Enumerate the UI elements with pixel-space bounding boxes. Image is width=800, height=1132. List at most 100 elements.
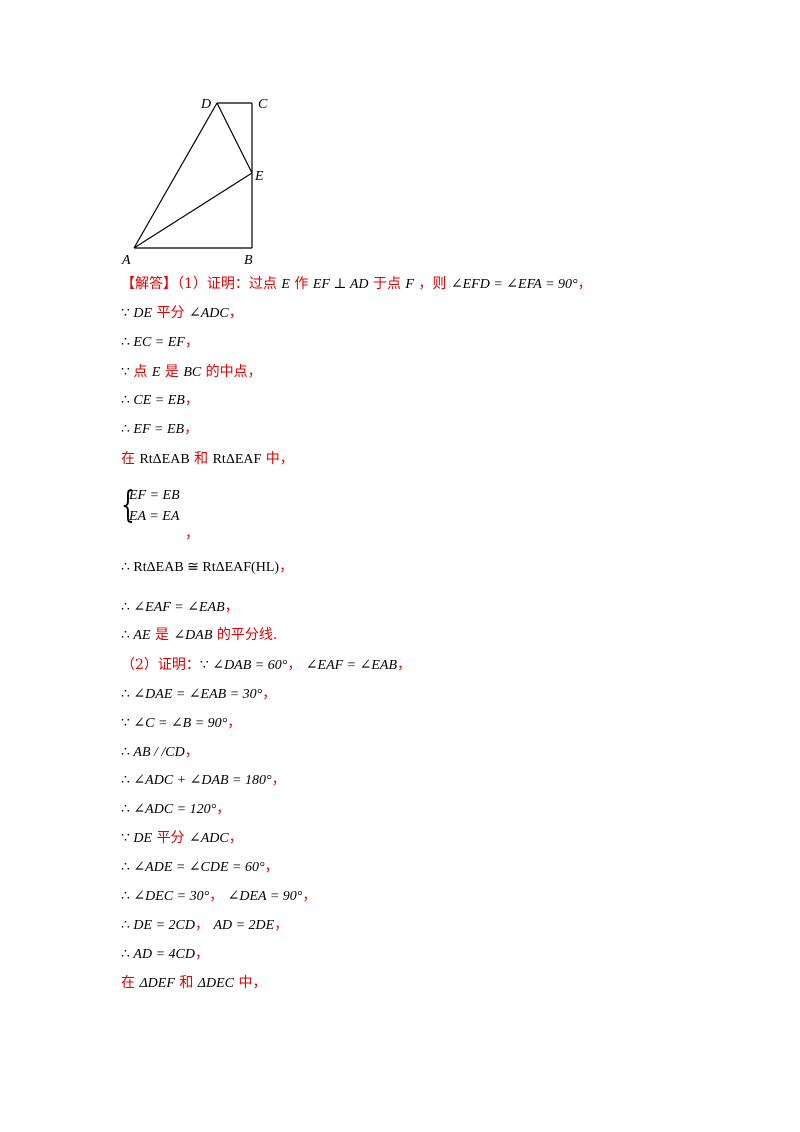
line-8-part-1: ，	[185, 526, 199, 542]
system-equation-1: EF = EB	[129, 488, 180, 503]
solution-line-10: ∴ ∠EAF = ∠EAB，	[121, 597, 239, 618]
line-16-part-3: ，	[271, 772, 286, 788]
line-15-part-2: AB / /CD	[133, 745, 185, 760]
line-12-part-5: ∠EAF = ∠EAB	[305, 658, 398, 673]
label-c: C	[258, 97, 268, 112]
line-6-part-2: EF = EB	[133, 422, 185, 437]
line-1-part-9: ∠EFD = ∠EFA = 90°	[450, 277, 578, 292]
line-13-part-2: ∠DAE = ∠EAB = 30°	[133, 687, 263, 702]
line-22-part-3: ，	[194, 946, 209, 962]
segment-da	[133, 102, 218, 249]
line-14-part-2: ∠C = ∠B = 90°	[133, 716, 228, 731]
line-7-part-2: RtΔEAB	[139, 452, 190, 467]
label-e: E	[254, 169, 264, 184]
line-17-part-2: ∠ADC = 120°	[133, 802, 217, 817]
line-18-part-4: ∠ADC	[189, 831, 229, 846]
solution-line-1: 【解答】（1）证明：过点 E 作 EF ⊥ AD 于点 F ，则 ∠EFD = …	[121, 274, 592, 295]
line-1-part-6: 于点	[368, 276, 406, 292]
line-20-part-4: ∠DEA = 90°	[227, 889, 303, 904]
line-7-part-1: 在	[121, 451, 140, 467]
line-7-part-4: RtΔEAF	[212, 452, 262, 467]
line-23-part-5: 中，	[234, 975, 267, 991]
line-21-part-4: AD = 2DE	[213, 918, 275, 933]
line-4-part-2: 点	[133, 364, 152, 380]
solution-line-15: ∴ AB / /CD，	[121, 742, 199, 763]
line-6-part-1: ∴	[121, 422, 134, 437]
line-18-part-5: ，	[228, 830, 243, 846]
line-16-part-1: ∴	[121, 773, 134, 788]
line-9-part-1: ∴	[121, 560, 134, 575]
line-20-part-1: ∴	[121, 889, 134, 904]
line-15-part-1: ∴	[121, 745, 134, 760]
line-17-part-1: ∴	[121, 802, 134, 817]
solution-line-6: ∴ EF = EB，	[121, 419, 198, 440]
line-23-part-1: 在	[121, 975, 140, 991]
line-21-part-1: ∴	[121, 918, 134, 933]
line-11-part-5: 的平分线.	[212, 627, 278, 643]
solution-line-3: ∴ EC = EF，	[121, 332, 199, 353]
solution-line-22: ∴ AD = 4CD，	[121, 944, 209, 965]
label-d: D	[200, 97, 211, 112]
brace-symbol: {	[121, 485, 135, 526]
solution-line-13: ∴ ∠DAE = ∠EAB = 30°，	[121, 684, 276, 705]
segment-ae	[133, 172, 253, 249]
line-2-part-3: 平分	[152, 305, 189, 321]
line-4-part-3: E	[151, 365, 161, 380]
line-1-part-5: EF ⊥ AD	[312, 277, 369, 292]
line-2-part-1: ∵	[121, 306, 134, 321]
line-12-part-4: ，	[287, 657, 306, 673]
line-14-part-1: ∵	[121, 716, 134, 731]
solution-line-17: ∴ ∠ADC = 120°，	[121, 799, 230, 820]
line-21-part-3: ，	[194, 917, 214, 933]
line-18-part-2: DE	[133, 831, 153, 846]
solution-line-23: 在 ΔDEF 和 ΔDEC 中，	[121, 973, 266, 994]
line-2-part-2: DE	[133, 306, 153, 321]
solution-line-20: ∴ ∠DEC = 30°， ∠DEA = 90°，	[121, 886, 316, 907]
line-14-part-3: ，	[227, 715, 242, 731]
line-3-part-3: ，	[184, 334, 199, 350]
line-4-part-5: BC	[183, 365, 202, 380]
line-7-part-5: 中，	[261, 451, 294, 467]
system-equation-2: EA = EA	[129, 509, 180, 524]
line-23-part-3: 和	[174, 975, 198, 991]
solution-line-12: （2）证明：∵ ∠DAB = 60°， ∠EAF = ∠EAB，	[121, 655, 411, 676]
line-6-part-3: ，	[184, 421, 199, 437]
line-5-part-3: ，	[184, 392, 199, 408]
solution-line-14: ∵ ∠C = ∠B = 90°，	[121, 713, 241, 734]
line-12-part-6: ，	[397, 657, 412, 673]
solution-line-4: ∵ 点 E 是 BC 的中点，	[121, 362, 262, 383]
line-19-part-3: ，	[264, 859, 279, 875]
line-11-part-4: ∠DAB	[173, 628, 213, 643]
line-4-part-1: ∵	[121, 365, 134, 380]
line-20-part-3: ，	[209, 888, 228, 904]
solution-line-21: ∴ DE = 2CD， AD = 2DE，	[121, 915, 288, 936]
line-10-part-3: ，	[224, 599, 239, 615]
line-19-part-2: ∠ADE = ∠CDE = 60°	[133, 860, 265, 875]
line-9-part-3: ，	[279, 559, 294, 575]
line-5-part-2: CE = EB	[133, 393, 185, 408]
label-a: A	[121, 253, 131, 268]
line-10-part-2: ∠EAF = ∠EAB	[133, 600, 225, 615]
solution-line-19: ∴ ∠ADE = ∠CDE = 60°，	[121, 857, 279, 878]
line-17-part-3: ，	[216, 801, 231, 817]
line-4-part-6: 的中点，	[201, 364, 262, 380]
line-1-part-10: ，	[577, 276, 592, 292]
line-1-part-4: 作	[289, 276, 313, 292]
solution-line-5: ∴ CE = EB，	[121, 390, 199, 411]
solution-line-7: 在 RtΔEAB 和 RtΔEAF 中，	[121, 449, 294, 470]
solution-line-11: ∴ AE 是 ∠DAB 的平分线.	[121, 625, 277, 646]
line-10-part-1: ∴	[121, 600, 134, 615]
line-11-part-3: 是	[150, 627, 174, 643]
line-1-part-2: （1）证明：过点	[177, 276, 282, 292]
line-2-part-5: ，	[228, 305, 243, 321]
line-3-part-2: EC = EF	[133, 335, 185, 350]
geometry-figure: D C E A B	[121, 97, 268, 268]
line-22-part-2: AD = 4CD	[133, 947, 195, 962]
line-1-part-8: ，则	[413, 276, 451, 292]
line-23-part-4: ΔDEC	[197, 976, 235, 991]
line-3-part-1: ∴	[121, 335, 134, 350]
line-12-part-3: ∠DAB = 60°	[212, 658, 288, 673]
solution-line-16: ∴ ∠ADC + ∠DAB = 180°，	[121, 770, 286, 791]
line-16-part-2: ∠ADC + ∠DAB = 180°	[133, 773, 272, 788]
line-11-part-2: AE	[133, 628, 151, 643]
